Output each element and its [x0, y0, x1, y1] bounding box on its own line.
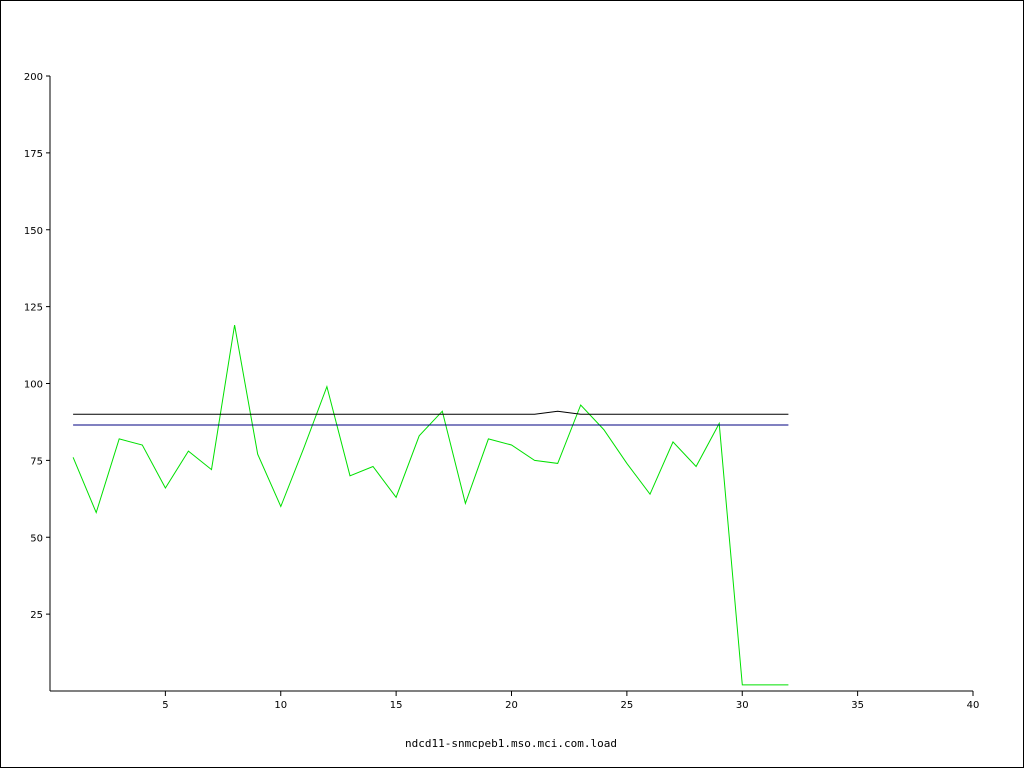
y-tick-label: 200	[24, 72, 43, 83]
y-tick-label: 75	[30, 456, 43, 467]
x-tick-label: 40	[967, 700, 980, 711]
y-tick-label: 100	[24, 380, 43, 391]
y-tick-label: 150	[24, 226, 43, 237]
chart-title: ndcd11-snmcpeb1.mso.mci.com.load	[405, 737, 617, 750]
y-tick-label: 50	[30, 533, 43, 544]
ticks-layer: 5 10 15 20 25 30 35 40 25 50 75 100 125 150 175 200	[24, 72, 979, 711]
x-tick-label: 25	[621, 700, 634, 711]
series-layer	[72, 325, 789, 692]
x-tick-label: 35	[851, 700, 864, 711]
x-tick-label: 15	[390, 700, 403, 711]
x-tick-label: 10	[274, 700, 287, 711]
x-tick-label: 20	[505, 700, 518, 711]
y-tick-label: 175	[24, 149, 43, 160]
series-line-2	[73, 410, 789, 415]
y-tick-label: 125	[24, 303, 43, 314]
x-tick-label: 30	[736, 700, 749, 711]
y-tick-label: 25	[30, 610, 43, 621]
x-tick-label: 5	[162, 700, 168, 711]
axes-layer	[49, 76, 973, 692]
series-line-1	[72, 325, 789, 686]
